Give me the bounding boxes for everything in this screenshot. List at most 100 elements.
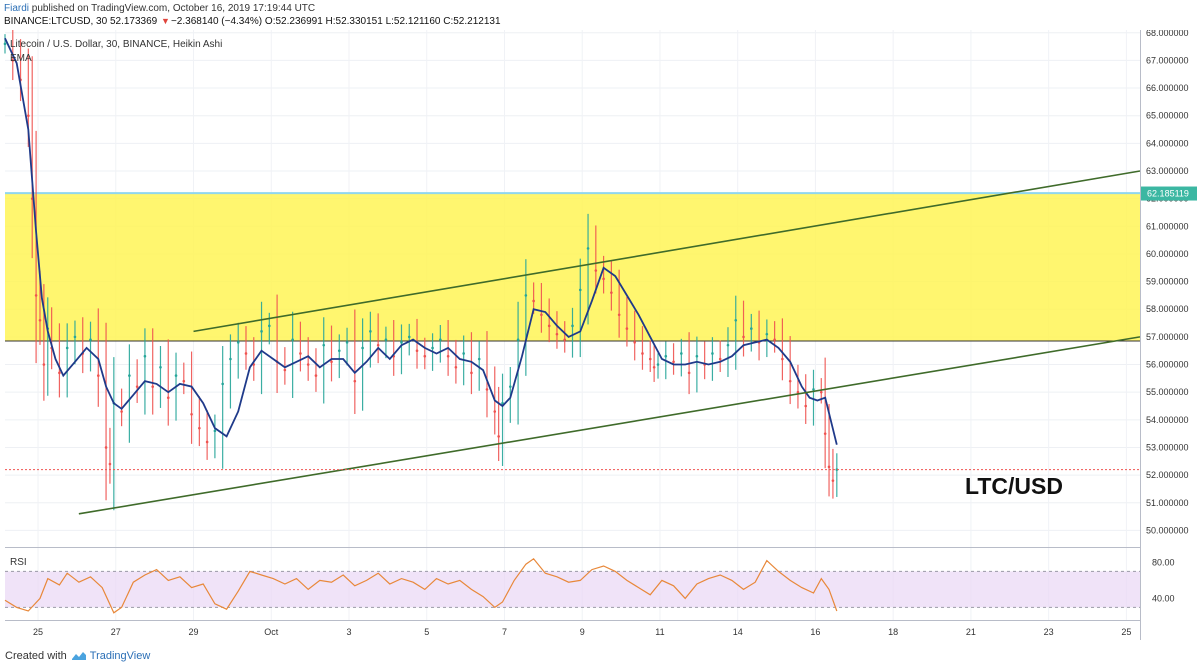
price-point (571, 324, 574, 328)
price-point (314, 374, 318, 377)
price-point (734, 318, 738, 322)
price-point (166, 396, 170, 400)
price-point (353, 379, 357, 383)
rsi-axis[interactable]: 40.00 80.00 (1152, 557, 1175, 603)
price-point (128, 374, 131, 377)
symbol-label: BINANCE:LTCUSD, 30 (4, 16, 108, 27)
rsi-legend: RSI (10, 557, 27, 568)
price-point (555, 332, 559, 336)
price-point (547, 324, 551, 328)
price-point (485, 388, 489, 391)
price-point (672, 360, 675, 364)
price-point (831, 479, 835, 482)
price-tick-label: 57.000000 (1146, 332, 1189, 342)
price-point (415, 349, 419, 353)
price-point (540, 313, 543, 317)
price-point (65, 346, 69, 350)
price-tick-label: 53.000000 (1146, 442, 1189, 452)
price-point (190, 412, 193, 416)
price-point (750, 327, 753, 330)
price-point (337, 349, 341, 353)
chart-title: Litecoin / U.S. Dollar, 30, BINANCE, Hei… (10, 39, 222, 50)
price-point (454, 365, 458, 369)
price-point (625, 327, 629, 330)
price-tick-label: 64.000000 (1146, 138, 1189, 148)
low-value: L:52.121160 (385, 16, 441, 27)
price-point (174, 374, 178, 377)
close-value: C:52.212131 (443, 16, 501, 27)
price-point (3, 42, 7, 46)
price-tick-label: 59.000000 (1146, 277, 1189, 287)
last-price: 52.173369 (109, 16, 158, 27)
author-link[interactable]: Fiardi (4, 3, 30, 14)
price-tick-label: 54.000000 (1146, 415, 1189, 425)
price-point (11, 59, 15, 62)
price-axis[interactable]: 50.000000 51.000000 52.000000 53.000000 54.0… (1146, 30, 1189, 535)
price-point (610, 291, 613, 294)
price-point (34, 294, 38, 297)
price-point (594, 269, 598, 272)
price-point (369, 330, 372, 333)
price-point (648, 357, 652, 361)
price-tick-label: 50.000000 (1146, 525, 1189, 535)
price-point (742, 335, 745, 339)
time-tick-label: 21 (966, 627, 976, 637)
symbol-quote: BINANCE:LTCUSD, 30 52.173369 ▼−2.368140 … (4, 16, 501, 27)
price-point (493, 410, 497, 413)
price-point (108, 462, 112, 466)
price-point (726, 343, 730, 347)
price-point (73, 335, 77, 339)
price-point (827, 465, 831, 469)
tradingview-logo-icon (71, 652, 86, 660)
price-point (497, 435, 500, 438)
ema-legend: EMA (10, 53, 32, 64)
trendline (193, 170, 1141, 333)
price-point (687, 371, 691, 375)
price-point (89, 338, 92, 341)
price-tick-label: 61.000000 (1146, 221, 1189, 231)
price-point (563, 338, 567, 341)
price-point (42, 363, 46, 366)
price-tick-label: 51.000000 (1146, 498, 1189, 508)
price-tick-label: 56.000000 (1146, 360, 1189, 370)
time-tick-label: 5 (424, 627, 429, 637)
tradingview-brand[interactable]: TradingView (71, 650, 150, 662)
price-point (835, 468, 839, 471)
price-point (38, 318, 42, 322)
price-point (680, 352, 683, 355)
price-point (283, 368, 287, 372)
trendline (78, 336, 1141, 515)
rsi-line (4, 557, 838, 614)
price-point (407, 335, 411, 339)
price-point (423, 354, 427, 358)
price-point (524, 294, 528, 297)
price-point (27, 114, 30, 118)
created-with-label: Created with (5, 650, 67, 662)
price-point (439, 338, 442, 341)
price-point (718, 357, 722, 361)
price-point (509, 385, 512, 388)
price-series (3, 30, 839, 511)
price-point (104, 446, 108, 449)
change-down-icon: ▼ (161, 16, 170, 26)
price-tick-label: 58.000000 (1146, 304, 1189, 314)
price-point (345, 341, 349, 344)
price-point (143, 354, 147, 358)
price-point (470, 371, 473, 375)
time-tick-label: 27 (111, 627, 121, 637)
price-point (773, 338, 776, 341)
rsi-tick-label: 80.00 (1152, 557, 1175, 567)
time-tick-label: 25 (33, 627, 43, 637)
rsi-tick-label: 40.00 (1152, 593, 1175, 603)
time-tick-label: 16 (810, 627, 820, 637)
time-axis[interactable]: 25 27 29 Oct 3 5 7 9 11 14 16 18 21 23 25 (33, 627, 1131, 637)
published-text: published on TradingView.com, October 16… (31, 3, 316, 14)
price-point (205, 440, 209, 444)
price-tick-label: 68.000000 (1146, 30, 1189, 38)
price-point (652, 365, 656, 369)
time-tick-label: 18 (888, 627, 898, 637)
price-chart[interactable]: 50.000000 51.000000 52.000000 53.000000 54.0… (0, 30, 1200, 650)
time-tick-label: 9 (580, 627, 585, 637)
price-point (135, 385, 139, 388)
price-point (664, 354, 668, 358)
